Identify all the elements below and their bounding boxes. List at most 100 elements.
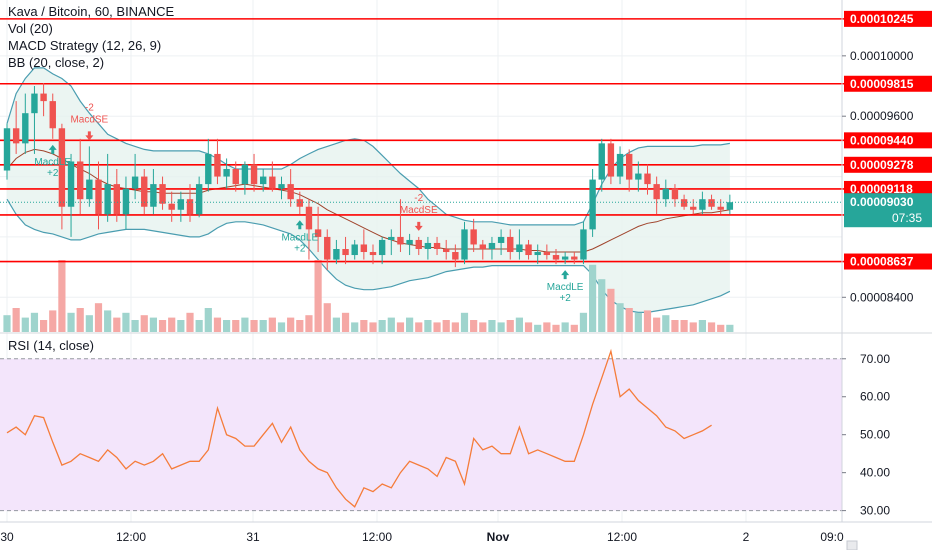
candle-body (58, 128, 66, 207)
candle-body (607, 143, 615, 177)
signal-qty: +2 (559, 293, 571, 304)
volume-bar (149, 317, 157, 332)
volume-bar (3, 315, 11, 332)
candle-body (195, 184, 203, 215)
volume-bar (177, 320, 185, 332)
volume-bar (415, 322, 423, 332)
volume-bar (643, 310, 652, 332)
candle-body (122, 188, 130, 215)
candle-body (525, 244, 532, 256)
volume-bar (332, 317, 340, 332)
signal-qty: +2 (47, 168, 59, 179)
signal-long-arrow-icon (561, 270, 570, 280)
volume-bar (140, 315, 148, 332)
volume-bar (698, 320, 706, 332)
volume-bar (378, 320, 386, 332)
candle-body (77, 161, 84, 200)
candle-body (598, 143, 605, 180)
settings-icon[interactable] (846, 540, 858, 550)
volume-bar (40, 320, 48, 332)
candle-body (150, 184, 157, 207)
indicator-rsi[interactable]: RSI (14, close) (8, 338, 94, 353)
rsi-band-fill (0, 358, 842, 511)
signal-qty: -2 (414, 193, 423, 204)
volume-bar (186, 312, 194, 332)
volume-bar (360, 320, 368, 332)
volume-bar (524, 322, 533, 332)
time-tick-label: 12:00 (607, 530, 637, 544)
volume-bar (515, 317, 523, 332)
volume-bar (195, 320, 203, 332)
volume-bar (561, 322, 569, 332)
signal-label[interactable]: MacdLE (281, 232, 318, 243)
candle-body (497, 236, 505, 243)
level-label-bg (844, 132, 932, 149)
volume-bar (58, 260, 66, 332)
volume-bar (488, 320, 496, 332)
volume-bar (250, 320, 258, 332)
signal-label[interactable]: MacdLE (547, 282, 584, 293)
volume-bar (680, 320, 688, 332)
volume-bar (442, 320, 450, 332)
candle-body (95, 179, 102, 215)
signal-short-arrow-icon (85, 131, 94, 141)
signal-long-arrow-icon (48, 144, 57, 154)
candle-body (3, 128, 11, 171)
candle-body (699, 199, 706, 210)
candle-body (241, 164, 249, 185)
signal-long-arrow-icon (295, 220, 304, 230)
level-label-bg (844, 180, 932, 197)
candle-body (552, 255, 560, 260)
volume-bar (296, 320, 304, 332)
time-tick-label: 2 (743, 530, 750, 544)
volume-bar (662, 315, 670, 332)
level-label-bg (844, 10, 932, 27)
candle-body (488, 242, 496, 249)
time-tick-label: 31 (246, 530, 260, 544)
volume-bar (579, 312, 588, 332)
volume-bar (259, 320, 267, 332)
rsi-tick-label: 40.00 (860, 466, 890, 480)
candle-body (342, 249, 349, 256)
candle-body (333, 249, 340, 260)
volume-bar (341, 312, 350, 332)
volume-bar (625, 308, 633, 332)
candle-body (470, 229, 477, 245)
candle-body (168, 203, 175, 210)
candle-body (479, 244, 486, 249)
candle-body (31, 93, 38, 114)
level-label-bg (844, 75, 932, 92)
indicator-macd-strategy[interactable]: MACD Strategy (12, 26, 9) (8, 38, 162, 53)
candle-body (708, 199, 715, 207)
candle-body (378, 239, 386, 256)
volume-bar (387, 317, 395, 332)
indicator-vol[interactable]: Vol (20) (8, 21, 53, 36)
volume-bar (241, 317, 249, 332)
candle-body (671, 188, 679, 200)
volume-bar (470, 320, 478, 332)
rsi-tick-label: 50.00 (860, 428, 890, 442)
time-tick-label: 12:00 (116, 530, 146, 544)
symbol-title[interactable]: Kava / Bitcoin, 60, BINANCE (8, 4, 175, 19)
candle-body (580, 229, 587, 260)
signal-label[interactable]: MacdSE (70, 114, 108, 125)
candle-body (186, 199, 194, 215)
volume-bar (616, 303, 624, 332)
signal-label[interactable]: MacdSE (400, 205, 438, 216)
volume-bar (314, 260, 322, 332)
volume-bar (67, 312, 75, 332)
candle-body (86, 179, 93, 200)
volume-bar (49, 310, 57, 332)
signal-label[interactable]: MacdLE (34, 157, 71, 168)
candle-body (232, 169, 239, 185)
level-label: 0.00009815 (850, 77, 914, 91)
level-label: 0.00009440 (850, 133, 914, 147)
indicator-bb[interactable]: BB (20, close, 2) (8, 55, 105, 70)
candle-body (269, 176, 276, 189)
candle-body (351, 244, 358, 256)
volume-bar (104, 310, 112, 332)
volume-bar (506, 320, 514, 332)
volume-bar (433, 322, 441, 332)
volume-bar (85, 315, 93, 332)
